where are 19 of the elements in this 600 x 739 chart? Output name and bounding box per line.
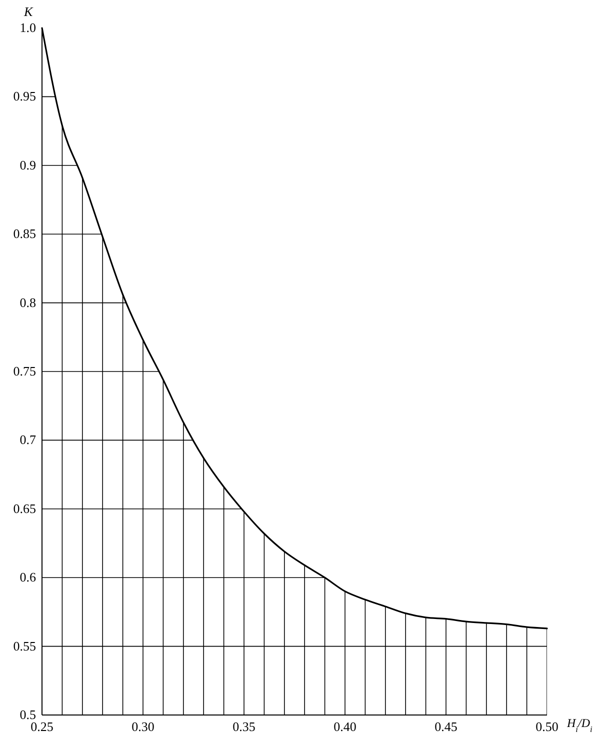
- y-tick-label: 0.7: [20, 432, 36, 448]
- x-tick-label: 0.50: [536, 719, 558, 734]
- y-tick-label: 0.65: [13, 500, 36, 516]
- y-tick-label: 0.95: [13, 88, 36, 104]
- y-axis-title: K: [23, 4, 34, 19]
- y-tick-label: 1.0: [20, 20, 36, 35]
- x-axis-title: H$_{i}$/D$_{i}$: [566, 716, 593, 734]
- x-tick-label: 0.30: [132, 719, 154, 734]
- y-tick-label: 0.85: [13, 226, 36, 242]
- x-tick-label: 0.40: [334, 719, 356, 734]
- x-tick-label: 0.45: [434, 719, 458, 734]
- x-tick-label: 0.25: [30, 719, 54, 734]
- y-tick-label: 0.55: [13, 638, 36, 654]
- x-tick-label: 0.35: [232, 719, 256, 734]
- y-tick-label: 0.9: [20, 157, 36, 172]
- y-tick-label: 0.5: [20, 707, 36, 722]
- y-tick-label: 0.8: [20, 294, 36, 310]
- y-tick-label: 0.75: [13, 364, 36, 378]
- y-tick-label: 0.6: [20, 570, 36, 585]
